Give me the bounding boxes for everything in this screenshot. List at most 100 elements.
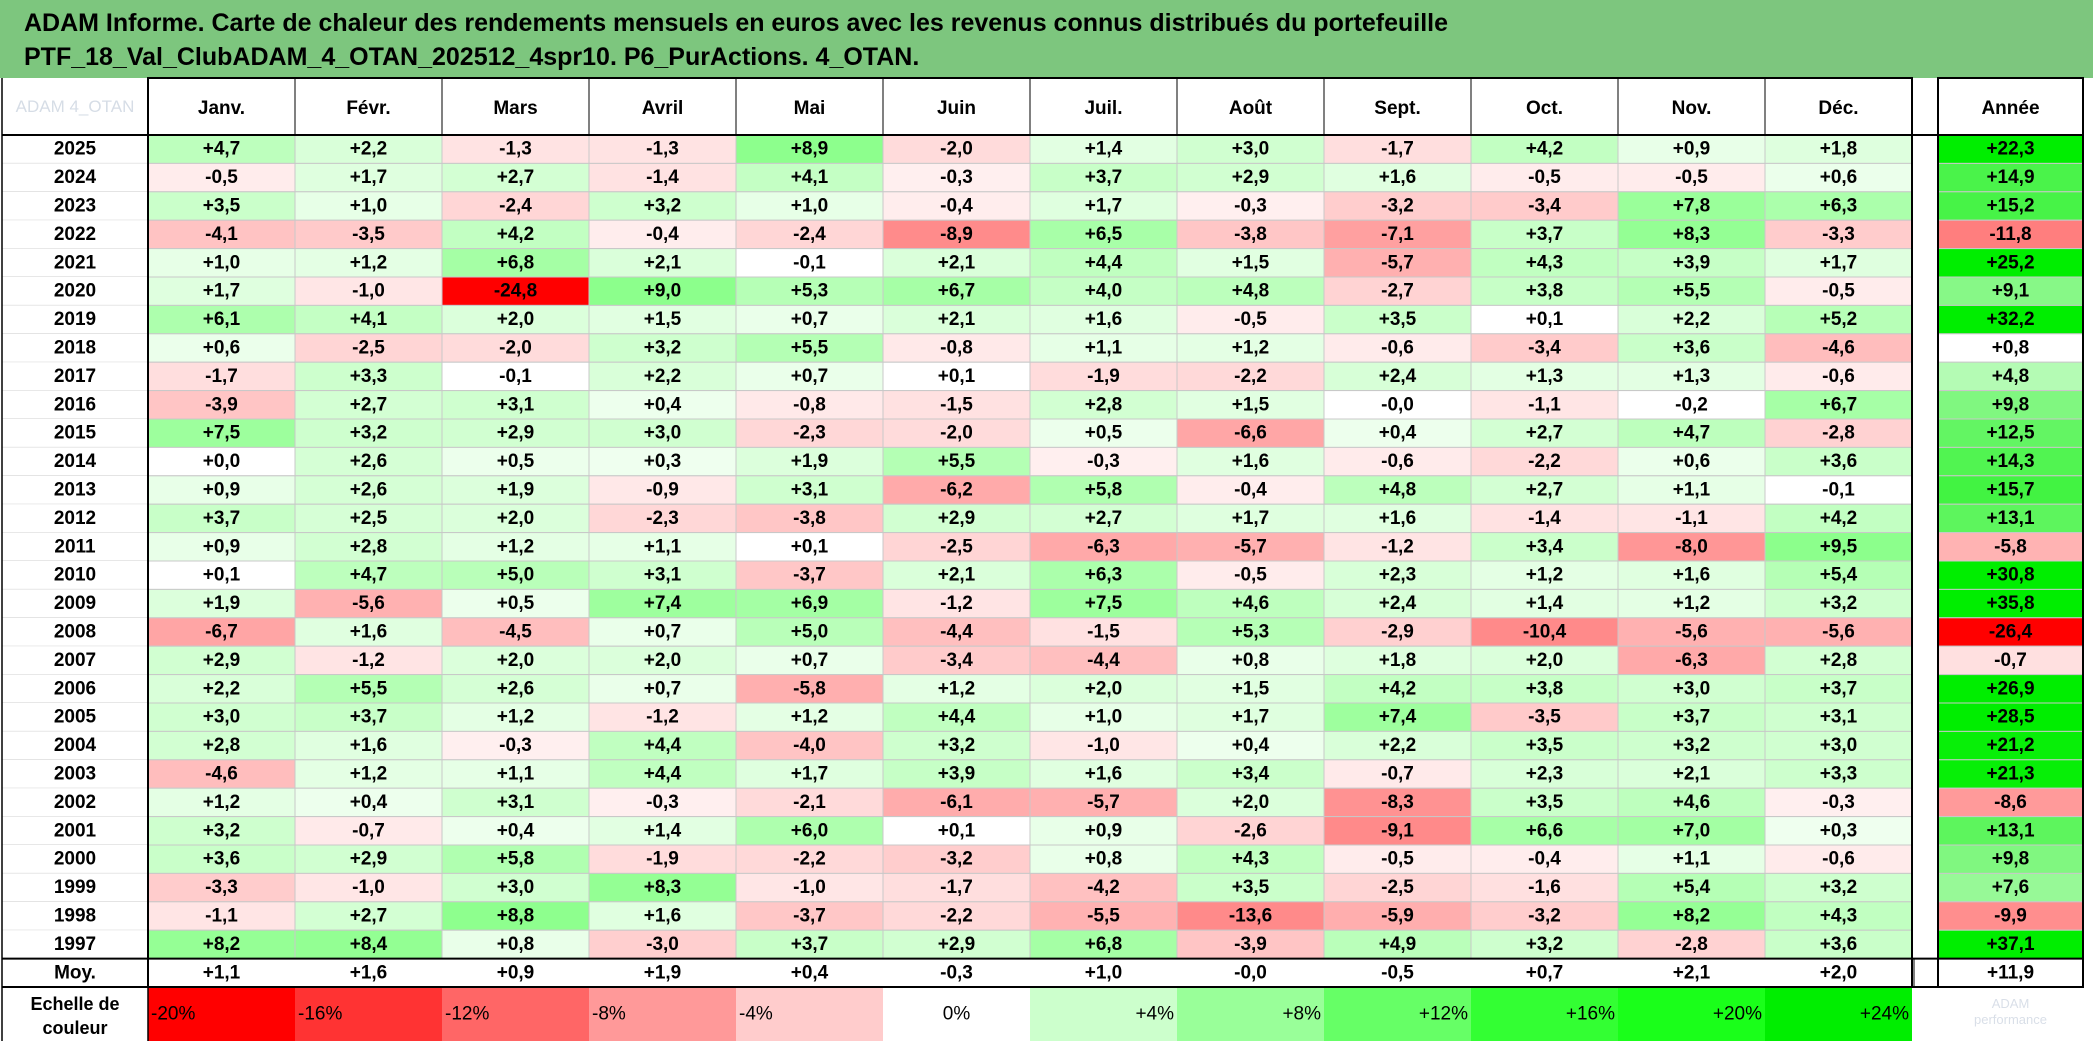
heatmap-cell: [294, 929, 443, 960]
heatmap-cell: [1470, 872, 1619, 903]
year-label: 1997: [54, 934, 96, 955]
annual-cell: [1937, 390, 2084, 420]
heatmap-value: +1,2: [1673, 593, 1711, 614]
heatmap-cell: [882, 901, 1031, 931]
heatmap-cell: [441, 872, 590, 903]
heatmap-value: +1,9: [203, 593, 241, 614]
heatmap-cell: [1176, 134, 1325, 164]
heatmap-cell: [1470, 191, 1619, 221]
heatmap-value: -0,8: [940, 338, 973, 359]
heatmap-value: -24,8: [494, 281, 537, 302]
heatmap-cell: [1764, 532, 1913, 562]
heatmap-cell: [1176, 674, 1325, 704]
heatmap-cell: [441, 901, 590, 931]
heatmap-cell: [735, 901, 884, 931]
heatmap-value: +3,6: [1673, 338, 1711, 359]
heatmap-cell: [1470, 361, 1619, 392]
heatmap-cell: [147, 532, 296, 562]
heatmap-cell: [588, 503, 737, 534]
heatmap-cell: [294, 816, 443, 846]
heatmap-value: -5,5: [1087, 906, 1120, 927]
heatmap-value: -4,0: [793, 735, 826, 756]
heatmap-value: -3,4: [1528, 196, 1561, 217]
scale-swatch: [1618, 987, 1765, 1041]
heatmap-cell: [588, 418, 737, 448]
heatmap-cell: [1764, 248, 1913, 278]
heatmap-value: +4,1: [791, 167, 829, 188]
heatmap-value: -0,3: [1822, 792, 1855, 813]
heatmap-value: +4,4: [644, 735, 682, 756]
heatmap-value: +1,9: [791, 451, 829, 472]
heatmap-value: +2,3: [1526, 764, 1564, 785]
heatmap-value: +2,0: [1526, 650, 1564, 671]
year-label: 2015: [54, 423, 97, 444]
heatmap-cell: [147, 219, 296, 250]
heatmap-value: -2,0: [499, 338, 532, 359]
heatmap-cell: [1617, 617, 1766, 647]
scale-swatch: [1471, 987, 1618, 1041]
heatmap-value: -2,2: [940, 906, 973, 927]
heatmap-cell: [1176, 333, 1325, 363]
heatmap-cell: [1470, 560, 1619, 590]
heatmap-value: +3,6: [1820, 451, 1858, 472]
heatmap-value: +8,9: [791, 139, 829, 160]
heatmap-value: -3,2: [1528, 906, 1561, 927]
heatmap-value: +1,6: [1379, 167, 1417, 188]
heatmap-value: +0,3: [1820, 820, 1858, 841]
heatmap-cell: [882, 390, 1031, 420]
heatmap-value: +5,5: [791, 338, 829, 359]
heatmap-value: +2,0: [497, 508, 535, 529]
heatmap-value: +0,9: [1673, 139, 1711, 160]
heatmap-value: +6,8: [497, 252, 535, 273]
heatmap-cell: [294, 787, 443, 818]
column-header-label: Août: [1229, 98, 1273, 119]
heatmap-value: +3,9: [1673, 252, 1711, 273]
heatmap-cell: [588, 674, 737, 704]
heatmap-value: +3,1: [644, 565, 682, 586]
heatmap-value: +0,7: [644, 622, 682, 643]
heatmap-value: +4,7: [1673, 423, 1711, 444]
heatmap-value: +2,6: [350, 480, 388, 501]
heatmap-value: +9,5: [1820, 536, 1858, 557]
heatmap-cell: [1323, 588, 1472, 619]
heatmap-value: +3,0: [1232, 139, 1270, 160]
heatmap-value: -2,7: [1381, 281, 1414, 302]
heatmap-value: +6,9: [791, 593, 829, 614]
heatmap-value: +6,5: [1085, 224, 1123, 245]
annual-value: +32,2: [1986, 309, 2034, 330]
year-cell: [2, 930, 148, 959]
heatmap-cell: [882, 787, 1031, 818]
heatmap-value: -6,3: [1087, 536, 1120, 557]
year-label: 2008: [54, 622, 96, 643]
heatmap-value: +4,2: [1820, 508, 1858, 529]
heatmap-cell: [1029, 134, 1178, 164]
heatmap-cell: [1323, 532, 1472, 562]
heatmap-value: +1,2: [791, 707, 829, 728]
heatmap-cell: [882, 191, 1031, 221]
heatmap-cell: [441, 702, 590, 732]
heatmap-value: -8,9: [940, 224, 973, 245]
heatmap-value: +2,9: [497, 423, 535, 444]
scale-swatch-label: -12%: [445, 1004, 489, 1025]
heatmap-value: -1,3: [646, 139, 679, 160]
heatmap-cell: [1617, 333, 1766, 363]
annual-cell: [1937, 759, 2084, 789]
year-label: 2017: [54, 366, 96, 387]
heatmap-value: +1,7: [203, 281, 241, 302]
heatmap-cell: [147, 702, 296, 732]
heatmap-cell: [1323, 475, 1472, 505]
heatmap-value: -5,6: [352, 593, 385, 614]
year-label: 2019: [54, 309, 96, 330]
heatmap-cell: [294, 162, 443, 193]
year-cell: [2, 220, 148, 249]
heatmap-cell: [1764, 418, 1913, 448]
heatmap-value: -6,3: [1675, 650, 1708, 671]
year-label: 2013: [54, 480, 96, 501]
scale-swatch: [442, 987, 589, 1041]
heatmap-cell: [147, 901, 296, 931]
heatmap-cell: [882, 248, 1031, 278]
annual-value: -11,8: [1989, 224, 2031, 245]
heatmap-value: +5,2: [1820, 309, 1858, 330]
heatmap-cell: [588, 844, 737, 874]
